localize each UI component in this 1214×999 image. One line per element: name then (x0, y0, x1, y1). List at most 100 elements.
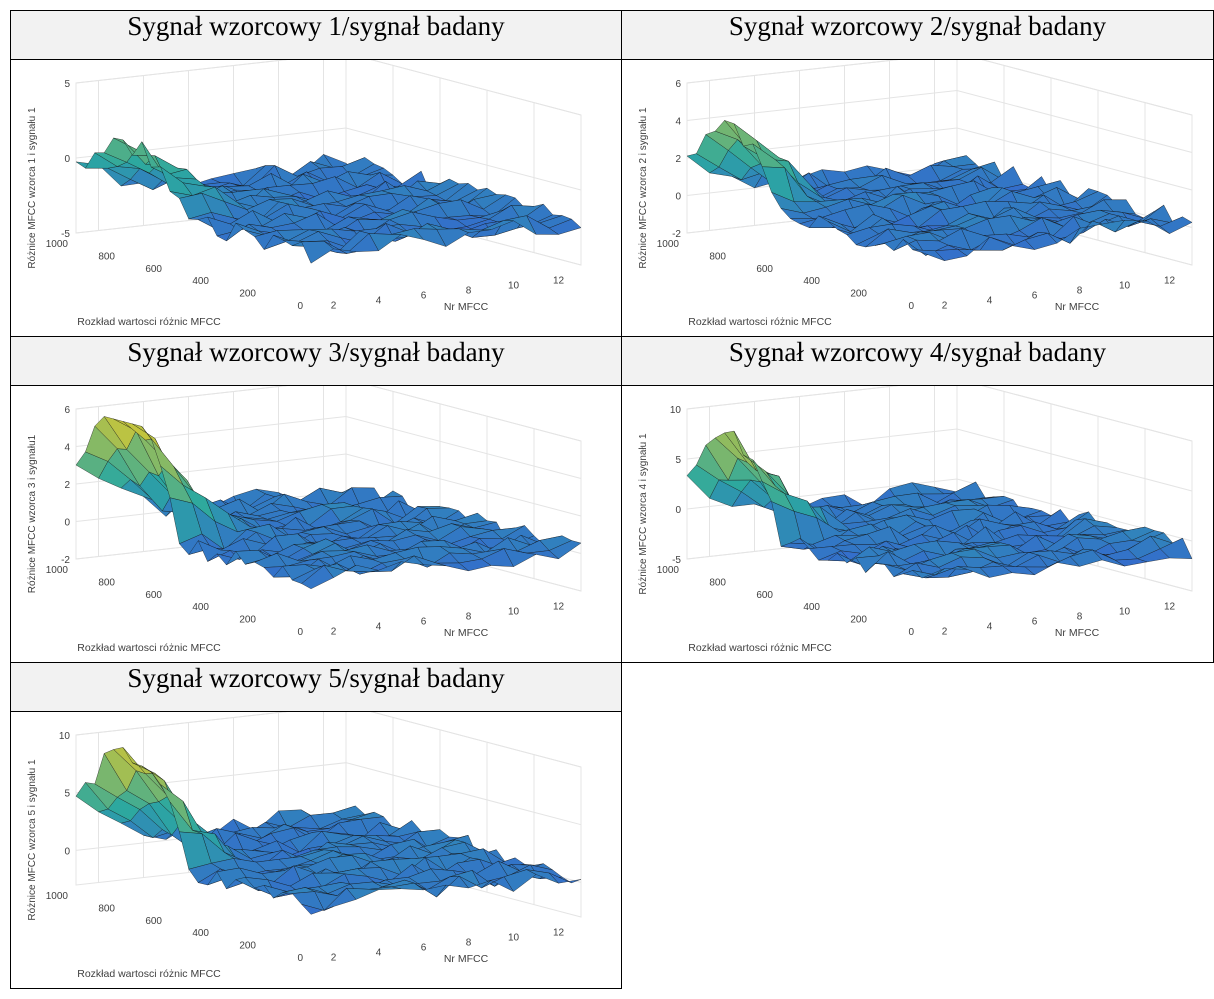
y-axis-label: Rozkład wartosci różnic MFCC (688, 316, 832, 328)
x-tick-label: 4 (987, 296, 993, 307)
surface-mesh (686, 430, 1193, 579)
z-axis-label: Różnice MFCC wzorca 1 i sygnału 1 (27, 107, 38, 269)
x-tick-label: 8 (466, 612, 472, 623)
surface-patch (301, 241, 334, 264)
x-tick-label: 6 (421, 943, 427, 954)
y-tick-label: 200 (850, 615, 867, 626)
surface-mesh (75, 416, 582, 589)
x-tick-label: 8 (1077, 286, 1083, 297)
plot-cell-5: 10 5 0 1000 800 600 400 200 0 2 4 6 8 10 12 Nr MFCC Rozk… (10, 711, 622, 989)
axes: 10 5 0 1000 800 600 400 200 0 2 4 6 8 10 12 Nr MFCC Rozk… (27, 731, 564, 980)
x-axis-label: Nr MFCC (1055, 301, 1100, 313)
y-tick-label: 0 (297, 627, 303, 638)
x-tick-label: 12 (553, 276, 565, 287)
x-tick-label: 2 (331, 301, 337, 312)
y-axis-label: Rozkład wartosci różnic MFCC (77, 316, 221, 328)
z-tick-label: 0 (675, 505, 681, 516)
x-tick-label: 2 (331, 953, 337, 964)
y-tick-label: 800 (98, 577, 115, 588)
surface-patch (301, 904, 334, 915)
y-tick-label: 800 (709, 577, 726, 588)
x-tick-label: 10 (508, 281, 520, 292)
z-axis-label: Różnice MFCC wzorca 5 i sygnału 1 (27, 759, 38, 921)
x-axis-label: Nr MFCC (1055, 627, 1100, 639)
z-tick-label: -5 (672, 555, 681, 566)
x-axis-label: Nr MFCC (444, 953, 489, 965)
plot-cell-4: 10 5 0 -5 1000 800 600 400 200 0 2 4 6 8 10 12 Nr MFCC Ro… (621, 385, 1214, 663)
y-tick-label: 400 (192, 602, 209, 613)
y-tick-label: 800 (98, 903, 115, 914)
empty-cell-2 (621, 711, 1214, 989)
header-5: Sygnał wzorcowy 5/sygnał badany (10, 662, 622, 712)
y-tick-label: 600 (756, 590, 773, 601)
grid-lines (75, 60, 582, 266)
surface-plot-1: 5 0 -5 1000 800 600 400 200 0 2 4 6 8 10 12 Nr MFCC Rozk… (11, 60, 621, 336)
z-tick-label: 6 (675, 79, 681, 90)
x-tick-label: 4 (376, 948, 382, 959)
header-4: Sygnał wzorcowy 4/sygnał badany (621, 336, 1214, 386)
z-tick-label: 0 (675, 192, 681, 203)
y-tick-label: 800 (709, 251, 726, 262)
surface-plot-2: 6 4 2 0 -2 1000 800 600 400 200 0 2 4 6 8 10 12 Nr MFCC Ro… (622, 60, 1213, 336)
surface-patch (912, 568, 945, 579)
y-tick-label: 600 (145, 590, 162, 601)
y-tick-label: 200 (239, 615, 256, 626)
x-tick-label: 6 (421, 291, 427, 302)
x-tick-label: 12 (553, 928, 565, 939)
z-tick-label: 10 (59, 731, 71, 742)
z-tick-label: 10 (670, 405, 682, 416)
z-axis-label: Różnice MFCC wzorca 2 i sygnału 1 (638, 107, 649, 269)
y-tick-label: 1000 (657, 565, 680, 576)
x-axis-label: Nr MFCC (444, 627, 489, 639)
surface-mesh (75, 747, 582, 915)
x-tick-label: 6 (1032, 291, 1038, 302)
x-tick-label: 2 (942, 627, 948, 638)
x-tick-label: 6 (421, 617, 427, 628)
z-axis-label: Różnice MFCC wzorca 4 i sygnału 1 (638, 433, 649, 595)
x-tick-label: 10 (1119, 607, 1131, 618)
z-axis-label: Różnice MFCC wzorca 3 i sygnału1 (27, 434, 38, 593)
z-tick-label: -5 (61, 229, 70, 240)
y-tick-label: 200 (239, 941, 256, 952)
y-tick-label: 400 (803, 276, 820, 287)
x-tick-label: 12 (1164, 602, 1176, 613)
header-3: Sygnał wzorcowy 3/sygnał badany (10, 336, 622, 386)
z-tick-label: 4 (64, 443, 70, 454)
y-tick-label: 400 (192, 276, 209, 287)
z-tick-label: 2 (675, 154, 681, 165)
z-tick-label: 5 (64, 79, 70, 90)
surface-patch (912, 249, 945, 261)
plot-cell-2: 6 4 2 0 -2 1000 800 600 400 200 0 2 4 6 8 10 12 Nr MFCC Ro… (621, 59, 1214, 337)
x-tick-label: 6 (1032, 617, 1038, 628)
y-axis-label: Rozkład wartosci różnic MFCC (77, 968, 221, 980)
header-2: Sygnał wzorcowy 2/sygnał badany (621, 10, 1214, 60)
y-tick-label: 1000 (46, 891, 69, 902)
x-tick-label: 10 (508, 607, 520, 618)
y-tick-label: 0 (297, 301, 303, 312)
x-tick-label: 10 (1119, 281, 1131, 292)
comparison-table: Sygnał wzorcowy 1/sygnał badany Sygnał w… (10, 10, 1214, 989)
y-tick-label: 1000 (657, 239, 680, 250)
y-tick-label: 400 (192, 928, 209, 939)
y-tick-label: 600 (756, 264, 773, 275)
z-tick-label: 0 (64, 154, 70, 165)
surface-svg-5: 10 5 0 1000 800 600 400 200 0 2 4 6 8 10 12 Nr MFCC Rozk… (27, 712, 582, 980)
y-tick-label: 0 (908, 301, 914, 312)
surface-mesh (75, 137, 582, 264)
header-1: Sygnał wzorcowy 1/sygnał badany (10, 10, 622, 60)
surface-plot-5: 10 5 0 1000 800 600 400 200 0 2 4 6 8 10 12 Nr MFCC Rozk… (11, 712, 621, 988)
y-tick-label: 200 (239, 289, 256, 300)
empty-cell (621, 662, 1214, 712)
x-tick-label: 12 (553, 602, 565, 613)
y-tick-label: 400 (803, 602, 820, 613)
plot-cell-3: 6 4 2 0 -2 1000 800 600 400 200 0 2 4 6 8 10 12 Nr MFCC Ro… (10, 385, 622, 663)
y-tick-label: 600 (145, 264, 162, 275)
z-tick-label: 5 (675, 455, 681, 466)
y-tick-label: 1000 (46, 565, 69, 576)
surface-mesh (686, 120, 1193, 261)
